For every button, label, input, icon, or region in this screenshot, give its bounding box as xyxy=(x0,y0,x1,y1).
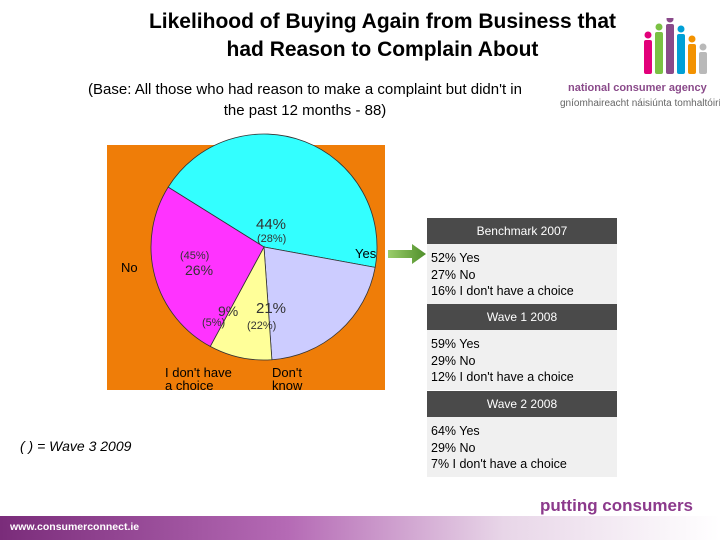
wave1-2008-header: Wave 1 2008 xyxy=(427,304,617,330)
logo-figure-body xyxy=(666,24,674,74)
pie-slice-no xyxy=(150,186,265,347)
benchmark-2007-yes: 52% Yes xyxy=(431,251,480,265)
wave2-2008-no: 29% No xyxy=(431,440,476,455)
subtitle-line-2: the past 12 months - 88) xyxy=(223,102,387,119)
logo-figure-head xyxy=(655,23,663,31)
logo-figure-body xyxy=(699,52,707,74)
wave-note: ( ) = Wave 3 2009 xyxy=(20,438,132,454)
logo-figure-head xyxy=(666,18,674,23)
wave1-2008-yes: 59% Yes xyxy=(431,337,480,351)
category-label-dk-line-2: know xyxy=(272,378,303,393)
logo-figure-head xyxy=(644,31,652,39)
footer-url[interactable]: www.consumerconnect.ie xyxy=(10,521,140,533)
chart-subtitle: (Base: All those who had reason to make … xyxy=(45,79,565,121)
slice-wave3-label-no: (45%) xyxy=(180,250,210,262)
subtitle-line-1: (Base: All those who had reason to make … xyxy=(88,81,522,98)
logo-figure-body xyxy=(688,44,696,74)
logo-figure-body xyxy=(655,32,663,74)
wave2-2008-yes: 64% Yes xyxy=(431,424,480,438)
pie-slice-dont-know xyxy=(263,246,376,361)
logo-text-line-1: national consumer agency xyxy=(568,82,707,94)
wave2-2008-box: Wave 2 2008 64% Yes 29% No 7% I don't ha… xyxy=(427,391,617,477)
title-line-2: had Reason to Complain About xyxy=(226,38,539,61)
footer-bar: www.consumerconnect.ie xyxy=(0,516,720,540)
wave2-2008-body: 64% Yes 29% No 7% I don't have a choice xyxy=(427,417,617,477)
category-label-dk-line-1: Don't xyxy=(272,365,302,380)
category-label-choice-line-1: I don't have xyxy=(165,365,232,380)
slice-wave3-label-yes: (28%) xyxy=(257,233,287,245)
title-line-1: Likelihood of Buying Again from Business… xyxy=(148,10,617,33)
benchmark-2007-box: Benchmark 2007 52% Yes 27% No 16% I don'… xyxy=(427,218,617,304)
slice-label-choice: 9% xyxy=(218,303,239,319)
logo-figure-head xyxy=(688,35,696,43)
benchmark-2007-header: Benchmark 2007 xyxy=(427,218,617,244)
benchmark-2007-choice: 16% I don't have a choice xyxy=(431,284,574,298)
wave2-2008-header: Wave 2 2008 xyxy=(427,391,617,417)
wave1-2008-body: 59% Yes 29% No 12% I don't have a choice xyxy=(427,330,617,390)
wave1-2008-box: Wave 1 2008 59% Yes 29% No 12% I don't h… xyxy=(427,304,617,390)
category-label-choice-line-2: a choice xyxy=(165,378,214,393)
slice-label-yes: 44% xyxy=(256,216,287,233)
people-logo-icon xyxy=(644,18,707,74)
wave2-2008-choice: 7% I don't have a choice xyxy=(431,457,567,471)
agency-logo: national consumer agency gníomhaireacht … xyxy=(560,18,720,118)
logo-text-line-2: gníomhaireacht náisiúnta tomhaltóirí xyxy=(560,98,720,109)
category-label-choice: I don't have a choice xyxy=(165,366,232,392)
pie-slice-yes xyxy=(167,133,378,268)
wave1-2008-choice: 12% I don't have a choice xyxy=(431,370,574,384)
slice-label-no: 26% xyxy=(185,262,214,278)
arrow-right-icon xyxy=(388,244,426,264)
wave1-2008-no: 29% No xyxy=(431,353,476,368)
benchmark-2007-no: 27% No xyxy=(431,267,476,282)
category-label-dont-know: Don't know xyxy=(272,366,302,392)
slice-wave3-label-choice: (5%) xyxy=(202,317,226,329)
category-label-no: No xyxy=(121,260,138,275)
benchmark-2007-body: 52% Yes 27% No 16% I don't have a choice xyxy=(427,244,617,304)
logo-figure-head xyxy=(677,25,685,33)
slice-wave3-label-dont-know: (22%) xyxy=(247,320,277,332)
logo-figure-body xyxy=(677,34,685,74)
category-label-yes: Yes xyxy=(355,246,377,261)
slice-label-dont-know: 21% xyxy=(256,300,287,317)
chart-title: Likelihood of Buying Again from Business… xyxy=(110,8,655,64)
logo-figure-body xyxy=(644,40,652,74)
logo-figure-head xyxy=(699,43,707,51)
